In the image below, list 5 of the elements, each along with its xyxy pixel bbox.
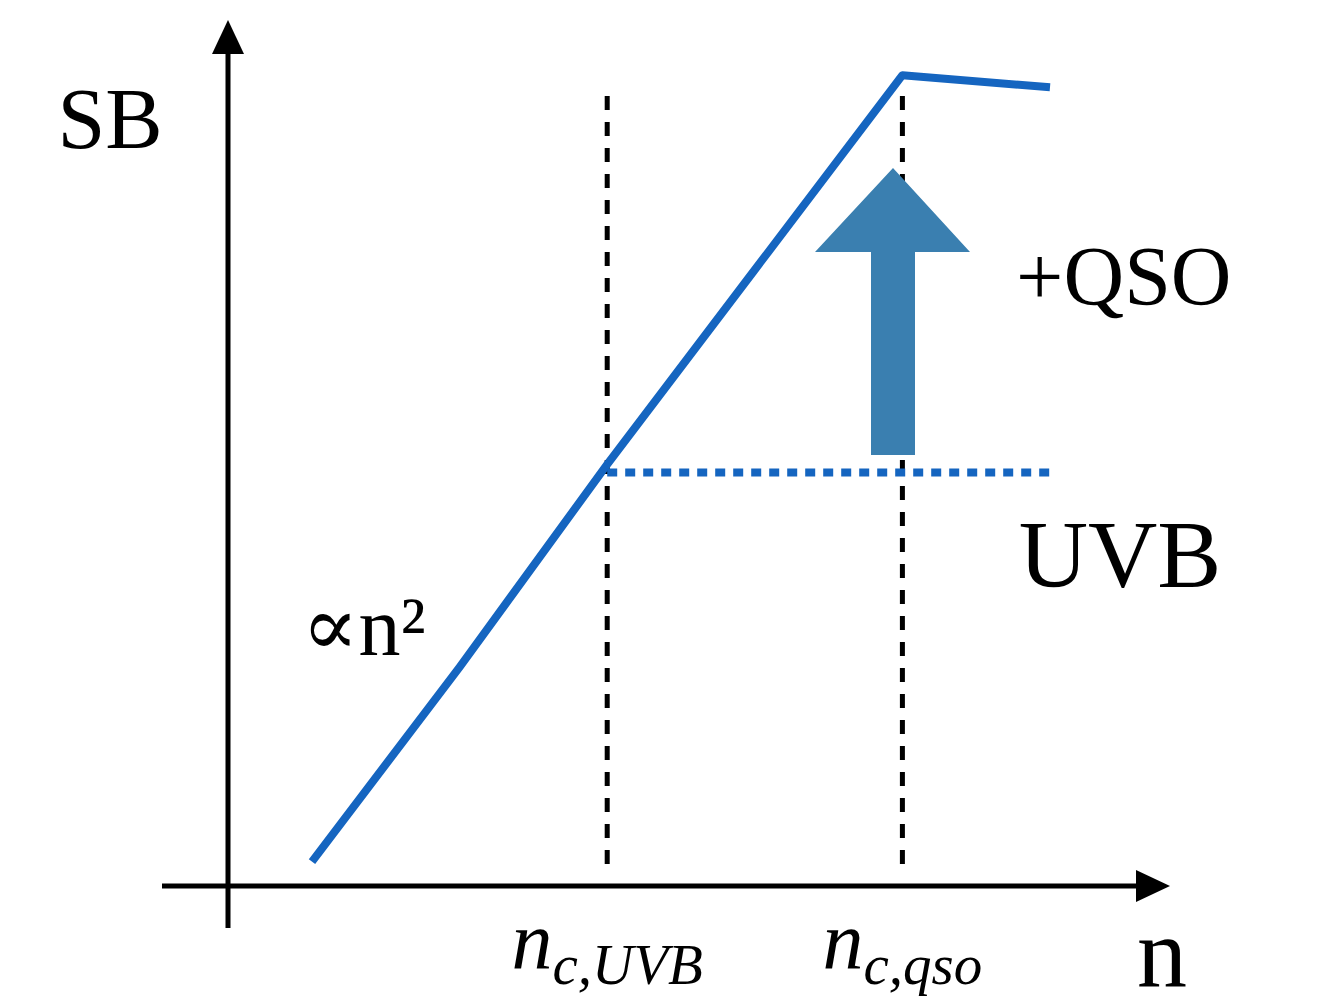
series-label: UVB <box>1018 501 1222 609</box>
x-axis-title: n <box>1137 897 1187 1000</box>
annotation: +QSO <box>1016 230 1232 323</box>
y-axis-title: SB <box>57 71 163 167</box>
annotation: ∝n² <box>301 580 426 673</box>
